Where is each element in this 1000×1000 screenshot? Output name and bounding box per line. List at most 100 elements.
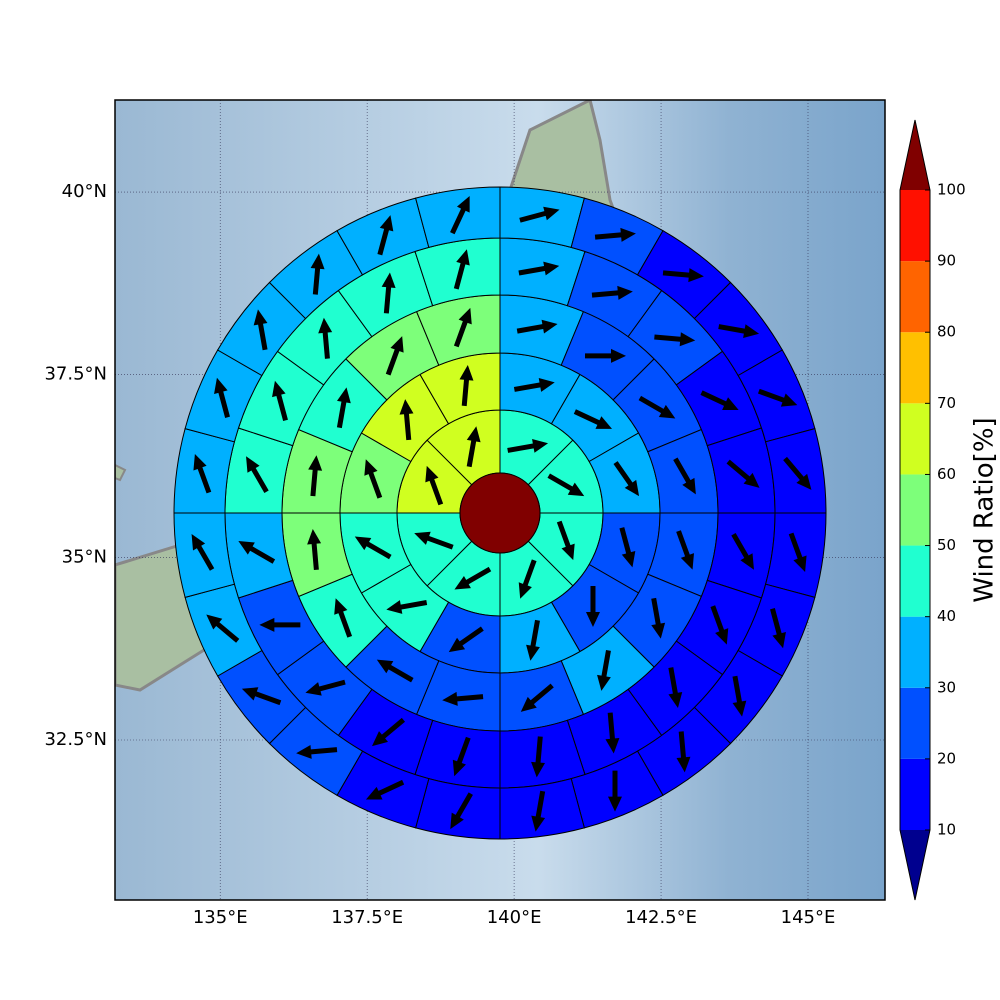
wind-arrow: [531, 790, 546, 832]
wind-arrow: [453, 307, 472, 348]
wind-arrow: [253, 309, 268, 351]
wind-arrow: [354, 536, 392, 560]
wind-arrow: [607, 770, 622, 812]
wind-arrow: [507, 439, 549, 453]
wind-arrow: [700, 390, 739, 410]
colorbar-bin: [900, 403, 930, 475]
colorbar-tick-label: 20: [937, 749, 956, 767]
wind-arrow: [519, 206, 560, 223]
wind-arrow: [591, 285, 633, 300]
wind-arrow: [272, 380, 288, 422]
colorbar-bin: [900, 190, 930, 262]
wind-arrow: [399, 399, 414, 441]
wind-arrow: [296, 744, 338, 759]
wind-arrow: [334, 598, 353, 638]
x-tick-label: 142.5°E: [625, 907, 697, 928]
wind-arrow: [594, 227, 636, 242]
x-tick-label: 140°E: [487, 907, 542, 928]
wind-arrow: [238, 541, 276, 564]
colorbar-tick-label: 60: [937, 465, 956, 483]
wind-arrow: [513, 378, 555, 392]
wind-arrow: [191, 534, 215, 571]
wind-arrow: [651, 597, 666, 639]
colorbar-label: Wind Ratio[%]: [970, 417, 1000, 602]
wind-arrow: [788, 532, 807, 572]
wind-arrow: [310, 253, 325, 295]
wind-arrow: [718, 324, 760, 339]
sector: [173, 428, 235, 514]
colorbar-tick-label: 50: [937, 536, 956, 554]
wind-arrow: [556, 520, 575, 561]
wind-arrow: [673, 457, 696, 495]
wind-arrow: [668, 667, 683, 708]
colorbar-tick-label: 40: [937, 607, 956, 625]
sector: [765, 512, 827, 598]
wind-arrow: [425, 465, 444, 506]
wind-arrow: [547, 473, 585, 497]
wind-arrow: [259, 617, 301, 632]
wind-arrow: [710, 605, 729, 645]
wind-arrow: [613, 461, 640, 497]
wind-arrow: [531, 736, 546, 778]
wind-arrow: [518, 559, 537, 599]
wind-arrow: [732, 675, 747, 717]
wind-arrow: [318, 317, 333, 359]
wind-arrow: [305, 679, 346, 696]
colorbar-bin: [900, 261, 930, 333]
wind-arrow: [585, 585, 600, 627]
colorbar-tick-label: 100: [937, 181, 966, 199]
wind-arrow: [526, 619, 540, 661]
wind-arrow: [241, 687, 282, 706]
colorbar-bin: [900, 758, 930, 830]
colorbar-bin: [900, 545, 930, 617]
colorbar-bin: [900, 474, 930, 546]
wind-arrow: [246, 456, 269, 494]
plot-frame: [114, 99, 886, 901]
wind-arrow: [466, 426, 481, 468]
colorbar-tick-label: 30: [937, 678, 956, 696]
y-tick-label: 37.5°N: [44, 364, 107, 385]
wind-arrow: [372, 717, 406, 747]
wind-arrow: [676, 530, 694, 570]
wind-arrow: [377, 215, 394, 256]
sector: [499, 186, 585, 248]
colorbar-bin: [900, 687, 930, 759]
wind-arrow: [442, 691, 484, 706]
wind-arrow: [585, 348, 627, 363]
wind-arrows: [191, 196, 812, 832]
colorbar-tick-label: 80: [937, 323, 956, 341]
y-tick-label: 35°N: [62, 546, 107, 567]
wind-arrow: [619, 527, 636, 568]
wind-arrow: [770, 608, 786, 649]
wind-arrow: [381, 272, 396, 314]
colorbar: 10 20 30 40 50 60 70 80 90 100: [899, 119, 966, 901]
wind-arrow: [193, 454, 212, 494]
colorbar-over: [900, 120, 930, 190]
wind-arrow: [757, 388, 798, 407]
wind-arrow: [454, 566, 492, 590]
colorbar-tick-label: 10: [937, 821, 956, 839]
wind-arrow: [308, 455, 323, 497]
x-tick-label: 135°E: [193, 907, 248, 928]
wind-arrow: [459, 365, 474, 407]
wind-arrow: [654, 332, 696, 347]
wind-arrow: [453, 249, 470, 290]
wind-arrow: [597, 650, 611, 691]
wind-arrow: [336, 387, 351, 429]
wind-arrow: [516, 319, 558, 334]
wind-arrow: [206, 614, 240, 643]
wind-arrow: [605, 712, 620, 754]
wind-arrow: [386, 600, 428, 614]
wind-arrow: [452, 736, 471, 777]
wind-arrow: [385, 336, 404, 376]
wind-arrow: [376, 659, 414, 683]
wind-arrow: [726, 459, 760, 488]
wind-arrow: [676, 731, 691, 773]
wind-arrow: [638, 395, 676, 419]
wind-arrow: [307, 528, 322, 571]
wind-arrow: [365, 779, 405, 800]
wind-arrow: [414, 531, 454, 550]
wind-arrow: [518, 261, 560, 276]
sector: [415, 778, 501, 840]
axis-ticks: 135°E 137.5°E 140°E 142.5°E 145°E 32.5°N 35°N 3…: [44, 181, 835, 928]
